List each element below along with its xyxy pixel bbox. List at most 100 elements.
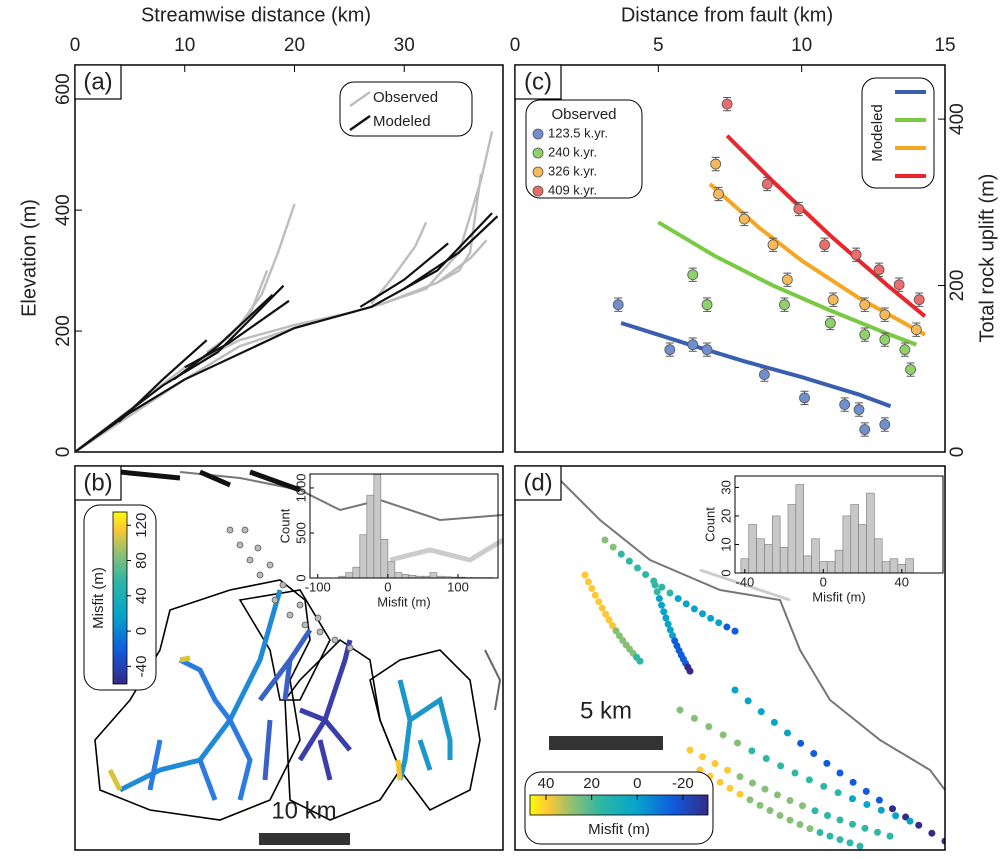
map-point — [758, 708, 765, 715]
map-point — [705, 723, 712, 730]
y-tick-label: 200 — [53, 315, 74, 347]
map-point — [727, 785, 734, 792]
y-tick-label: 0 — [718, 569, 733, 576]
point — [900, 345, 910, 355]
y-tick-label: 0 — [947, 447, 968, 458]
map-point — [787, 817, 794, 824]
map-point — [849, 821, 856, 828]
scale-bar — [259, 833, 350, 845]
map-point — [835, 789, 842, 796]
colorbar-tick-label: 120 — [133, 513, 150, 538]
map-point — [810, 750, 817, 757]
hist-bar — [882, 562, 890, 573]
profile-line — [119, 340, 207, 422]
map-point — [797, 740, 804, 747]
hist-bar — [780, 547, 788, 573]
y-tick-label: 400 — [53, 194, 74, 226]
map-point — [774, 791, 781, 798]
profile-line — [75, 213, 492, 452]
point — [711, 159, 721, 169]
map-point — [817, 829, 824, 836]
x-tick-label: 100 — [447, 579, 469, 594]
hist-bar — [374, 474, 381, 578]
map-point — [745, 697, 752, 704]
map-point — [707, 615, 714, 622]
map-point — [806, 776, 813, 783]
map-point — [715, 619, 722, 626]
map-point — [876, 797, 883, 804]
point — [860, 425, 870, 435]
y-tick-label: 10 — [718, 537, 733, 551]
profile-line — [404, 216, 497, 289]
map-point — [777, 762, 784, 769]
hist-bar — [381, 539, 388, 578]
map-point — [748, 747, 755, 754]
legend-label: Modeled — [373, 113, 431, 130]
x-axis-label: Distance from fault (km) — [621, 4, 833, 26]
map-point — [849, 795, 856, 802]
map-point — [699, 753, 706, 760]
point — [880, 335, 890, 345]
map-point — [827, 833, 834, 840]
map-point — [824, 812, 831, 819]
colorbar-label: Misfit (m) — [588, 821, 650, 838]
map-point — [863, 801, 870, 808]
map-point — [797, 821, 804, 828]
point — [860, 300, 870, 310]
point — [665, 345, 675, 355]
profile-line — [75, 240, 487, 452]
x-tick-label: 0 — [510, 35, 521, 56]
legend-title: Observed — [551, 106, 616, 123]
legend-swatch — [533, 167, 543, 177]
point — [914, 295, 924, 305]
hist-bar — [890, 559, 898, 573]
inset-y-label: Count — [702, 507, 717, 542]
map-point — [662, 615, 669, 622]
map-point — [787, 797, 794, 804]
map-point — [837, 836, 844, 843]
map-point — [823, 760, 830, 767]
map-point — [863, 788, 870, 795]
map-point — [820, 783, 827, 790]
map-point — [712, 760, 719, 767]
legend-label: 409 k.yr. — [548, 182, 597, 197]
hist-bar — [353, 567, 360, 578]
map-point — [799, 802, 806, 809]
map-point — [585, 578, 592, 585]
map-point — [724, 767, 731, 774]
point — [840, 400, 850, 410]
point — [906, 365, 916, 375]
point — [688, 270, 698, 280]
hist-bar — [395, 573, 402, 578]
x-tick-label: 10 — [791, 35, 812, 56]
y-tick-label: 1000 — [293, 473, 308, 502]
colorbar-tick-label: -20 — [672, 775, 694, 792]
hist-bar — [835, 550, 843, 573]
map-point — [691, 715, 698, 722]
hist-bar — [346, 573, 353, 578]
map-point — [907, 818, 914, 825]
point — [702, 300, 712, 310]
point — [722, 99, 732, 109]
point — [894, 280, 904, 290]
map-point — [892, 812, 899, 819]
map-point — [723, 623, 730, 630]
x-tick-label: 10 — [174, 35, 195, 56]
y-tick-label: 0 — [293, 574, 308, 581]
map-point — [737, 773, 744, 780]
colorbar-tick-label: 20 — [583, 775, 600, 792]
legend-label: 326 k.yr. — [548, 163, 597, 178]
x-tick-label: -40 — [735, 574, 754, 589]
scale-bar-label: 5 km — [580, 697, 632, 724]
map-point — [732, 628, 739, 635]
point — [911, 325, 921, 335]
map-point — [699, 610, 706, 617]
colorbar — [530, 795, 708, 815]
map-point — [857, 843, 864, 850]
colorbar-tick-label: 80 — [133, 552, 150, 569]
map-point — [784, 729, 791, 736]
colorbar-label: Misfit (m) — [90, 567, 107, 629]
x-tick-label: 15 — [934, 35, 955, 56]
hist-bar — [757, 539, 765, 573]
map-point — [812, 807, 819, 814]
